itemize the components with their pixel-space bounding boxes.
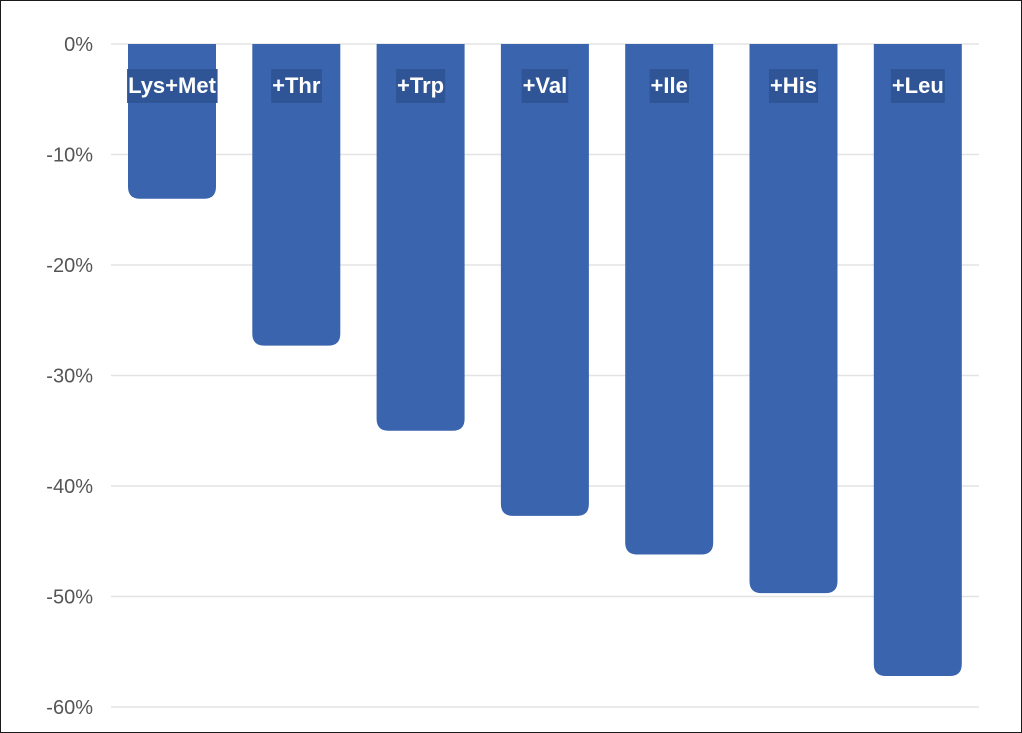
bar <box>376 44 465 431</box>
y-axis-ticks: 0% -10% -20% -30% -40% -50% -60% <box>46 34 93 719</box>
bar <box>873 44 962 677</box>
label-background <box>649 69 689 103</box>
bar <box>625 44 714 555</box>
bars <box>128 44 962 677</box>
bar <box>252 44 341 346</box>
bar <box>500 44 589 516</box>
bar-label: +His <box>768 69 819 103</box>
label-background <box>396 69 446 103</box>
y-tick-label: -30% <box>46 366 93 388</box>
category-label: +His <box>770 73 817 98</box>
bar-label: +Leu <box>890 69 945 103</box>
y-tick-label: -20% <box>46 255 93 277</box>
category-label: +Val <box>523 73 568 98</box>
bar-label: Lys+Met <box>127 69 218 103</box>
y-tick-label: -40% <box>46 476 93 498</box>
bar-label: +Trp <box>396 69 446 103</box>
bar-label: +Thr <box>271 69 322 103</box>
label-background <box>271 69 322 103</box>
bar-label: +Val <box>521 69 569 103</box>
y-tick-label: 0% <box>64 34 93 56</box>
label-background <box>768 69 819 103</box>
label-background <box>890 69 945 103</box>
label-background <box>127 69 218 103</box>
bar-label: +Ile <box>649 69 689 103</box>
category-label: +Leu <box>892 73 944 98</box>
bar <box>749 44 838 594</box>
category-label: +Thr <box>272 73 321 98</box>
y-tick-label: -60% <box>46 697 93 719</box>
category-label: +Ile <box>651 73 688 98</box>
y-tick-label: -50% <box>46 587 93 609</box>
category-label: Lys+Met <box>128 73 217 98</box>
y-tick-label: -10% <box>46 145 93 167</box>
bar <box>128 44 216 199</box>
category-label: +Trp <box>397 73 444 98</box>
label-background <box>521 69 569 103</box>
bar-labels: Lys+Met +Thr +Trp +Val +Ile +His +Leu <box>127 69 945 103</box>
